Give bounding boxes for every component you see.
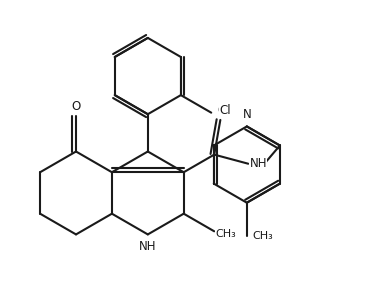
- Text: NH: NH: [139, 240, 157, 253]
- Text: NH: NH: [249, 157, 267, 170]
- Text: N: N: [243, 108, 251, 121]
- Text: O: O: [217, 104, 227, 117]
- Text: CH₃: CH₃: [252, 231, 273, 241]
- Text: Cl: Cl: [219, 104, 231, 117]
- Text: CH₃: CH₃: [216, 229, 236, 239]
- Text: O: O: [71, 100, 81, 113]
